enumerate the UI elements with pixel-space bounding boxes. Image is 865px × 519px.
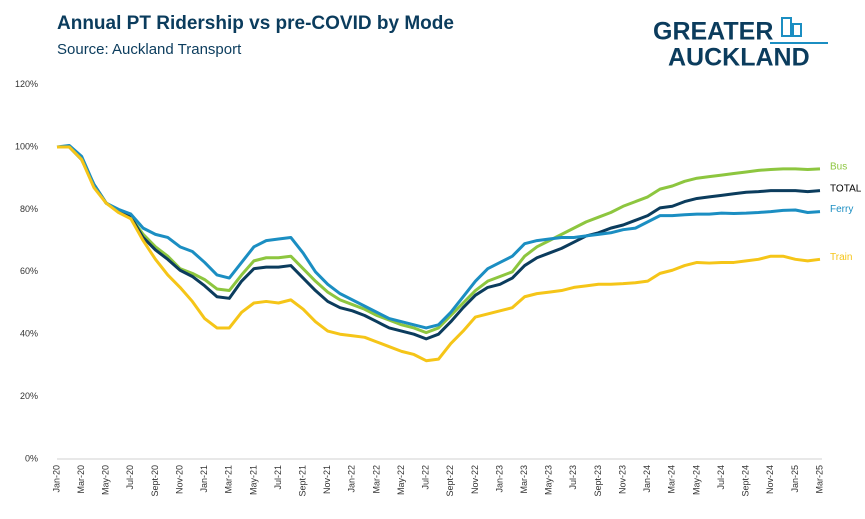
x-tick-label: Jul-22	[421, 465, 431, 490]
legend-label: Ferry	[830, 204, 853, 215]
x-tick-label: May-24	[691, 465, 701, 495]
y-tick-label: 20%	[20, 391, 38, 401]
logo-building	[792, 23, 802, 37]
y-tick-label: 60%	[20, 266, 38, 276]
x-tick-label: Nov-24	[765, 465, 775, 494]
x-tick-label: Sept-23	[593, 465, 603, 497]
x-tick-label: May-22	[396, 465, 406, 495]
x-tick-label: Jan-25	[790, 465, 800, 493]
y-tick-label: 40%	[20, 329, 38, 339]
x-tick-label: Nov-20	[174, 465, 184, 494]
x-tick-label: Jan-22	[347, 465, 357, 493]
x-tick-label: Jul-21	[273, 465, 283, 490]
y-tick-label: 100%	[15, 141, 38, 151]
x-tick-label: Jan-20	[51, 465, 61, 493]
series-line	[57, 145, 821, 363]
x-tick-label: Sept-22	[445, 465, 455, 497]
series-line	[57, 145, 821, 341]
x-tick-label: Sept-24	[741, 465, 751, 497]
y-tick-label: 80%	[20, 204, 38, 214]
logo-line: GREATER	[653, 18, 773, 46]
logo: GREATER AUCKLAND	[653, 17, 828, 72]
logo-building	[781, 17, 792, 37]
x-tick-label: Nov-23	[617, 465, 627, 494]
legend-label: Bus	[830, 161, 847, 172]
x-tick-label: May-21	[248, 465, 258, 495]
x-tick-label: Sept-21	[298, 465, 308, 497]
chart-subtitle: Source: Auckland Transport	[57, 41, 242, 58]
x-tick-label: Nov-21	[322, 465, 332, 494]
y-tick-label: 120%	[15, 79, 38, 89]
x-tick-label: May-20	[101, 465, 111, 495]
series-line	[56, 143, 821, 330]
x-tick-label: Mar-25	[814, 465, 824, 494]
x-tick-label: Mar-21	[224, 465, 234, 494]
x-tick-label: Jan-23	[494, 465, 504, 493]
x-tick-label: May-23	[544, 465, 554, 495]
legend-label: Train	[830, 252, 852, 263]
x-tick-label: Mar-22	[371, 465, 381, 494]
x-tick-label: Jul-20	[125, 465, 135, 490]
x-tick-label: Sept-20	[150, 465, 160, 497]
chart-title: Annual PT Ridership vs pre-COVID by Mode	[57, 13, 454, 34]
y-tick-label: 0%	[25, 453, 38, 463]
x-tick-label: Mar-23	[519, 465, 529, 494]
x-tick-label: Jan-21	[199, 465, 209, 493]
legend-label: TOTAL	[830, 183, 862, 194]
x-tick-label: Jan-24	[642, 465, 652, 493]
series-line	[57, 145, 821, 335]
x-tick-label: Mar-20	[76, 465, 86, 494]
x-tick-label: Nov-22	[470, 465, 480, 494]
x-tick-label: Jul-24	[716, 465, 726, 490]
x-tick-label: Mar-24	[667, 465, 677, 494]
logo-line: AUCKLAND	[668, 44, 810, 72]
x-tick-label: Jul-23	[568, 465, 578, 490]
